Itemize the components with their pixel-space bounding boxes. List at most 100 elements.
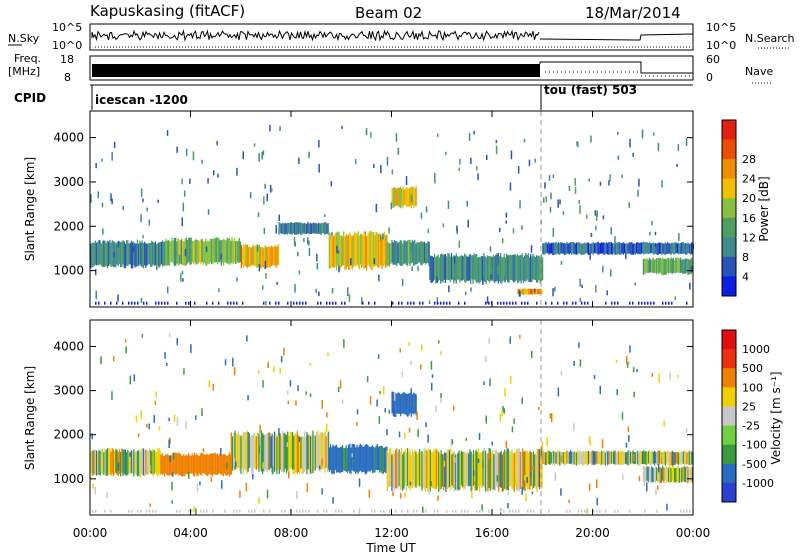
colorbar-tick-label: 12 [742, 231, 756, 244]
echo-column [397, 187, 399, 206]
echo-column [569, 450, 572, 465]
freq-unit: [MHz] [8, 65, 40, 78]
scatter-echo [601, 439, 604, 449]
echo-column [185, 454, 187, 474]
echo-column [490, 256, 492, 281]
echo-column [482, 256, 484, 280]
echo-column [452, 256, 454, 280]
echo-column [130, 240, 133, 269]
scatter-echo [90, 194, 92, 203]
echo-column [550, 452, 552, 464]
echo-column [333, 235, 335, 268]
echo-column [297, 222, 299, 235]
echo-column [356, 444, 358, 473]
echo-column [596, 242, 598, 254]
scatter-echo [595, 225, 597, 231]
scatter-echo [308, 247, 311, 257]
echo-column [318, 434, 320, 471]
colorbar-tick-label: 8 [742, 251, 749, 264]
near-range-echo [95, 301, 97, 305]
echo-column [105, 242, 107, 267]
scatter-echo [486, 296, 489, 304]
scatter-echo [676, 163, 678, 168]
xtick-label: 20:00 [575, 526, 610, 540]
echo-column [536, 289, 538, 295]
near-range-echo [422, 301, 424, 305]
echo-column [210, 453, 212, 476]
echo-column [420, 241, 422, 265]
echo-column [622, 451, 624, 466]
scatter-echo [258, 445, 260, 454]
scatter-echo [233, 367, 236, 376]
echo-column [420, 451, 422, 487]
echo-column [102, 448, 104, 474]
echo-column [667, 450, 669, 464]
echo-column [466, 256, 468, 281]
echo-column [685, 450, 687, 465]
echo-column [670, 467, 672, 483]
echo-column [569, 242, 572, 254]
near-range-echo [203, 509, 205, 513]
scatter-echo [168, 439, 170, 449]
echo-column [490, 452, 493, 490]
echo-column [514, 451, 517, 486]
echo-column [517, 448, 519, 492]
echo-column [163, 455, 166, 477]
scatter-echo [625, 250, 627, 260]
echo-column [615, 242, 617, 255]
echo-column [671, 258, 673, 274]
echo-column [188, 237, 190, 262]
scatter-echo [655, 246, 657, 254]
echo-column [369, 230, 371, 268]
scatter-echo [167, 286, 169, 294]
echo-column [159, 242, 161, 267]
echo-column [129, 451, 131, 474]
near-range-echo [152, 509, 154, 513]
echo-column [135, 451, 137, 475]
echo-column [647, 450, 650, 464]
echo-column [644, 242, 646, 254]
near-range-echo [527, 301, 529, 305]
scatter-echo [232, 357, 234, 367]
scatter-echo [560, 261, 563, 265]
echo-column [628, 242, 630, 254]
scatter-echo [507, 490, 509, 496]
echo-column [115, 448, 117, 473]
near-range-echo [176, 301, 178, 305]
scatter-echo [92, 483, 94, 489]
colorbar-segment [722, 482, 736, 503]
scatter-echo [464, 291, 467, 296]
echo-column [176, 241, 178, 264]
echo-column [643, 241, 645, 255]
near-range-echo [605, 509, 607, 513]
echo-column [362, 446, 364, 472]
scatter-echo [588, 483, 591, 491]
echo-column [243, 244, 245, 268]
echo-column [565, 243, 567, 255]
near-range-echo [452, 509, 454, 513]
scatter-echo [617, 155, 620, 160]
near-range-echo [176, 509, 178, 513]
colorbar-frame [721, 329, 737, 503]
scatter-echo [517, 166, 520, 174]
echo-column [438, 451, 440, 492]
near-range-echo [407, 301, 409, 305]
scatter-echo [201, 408, 203, 417]
echo-column [467, 256, 469, 281]
echo-column [309, 223, 311, 234]
echo-column [181, 455, 184, 477]
echo-column [370, 231, 372, 271]
scatter-echo [252, 473, 254, 480]
echo-column [642, 258, 645, 275]
echo-column [388, 243, 391, 267]
echo-column [239, 241, 242, 263]
echo-column [622, 242, 624, 255]
echo-column [436, 255, 438, 283]
near-range-echo [536, 301, 538, 305]
scatter-echo [154, 400, 157, 406]
scatter-echo [101, 158, 103, 162]
echo-column [666, 257, 669, 273]
scatter-echo [384, 408, 386, 413]
